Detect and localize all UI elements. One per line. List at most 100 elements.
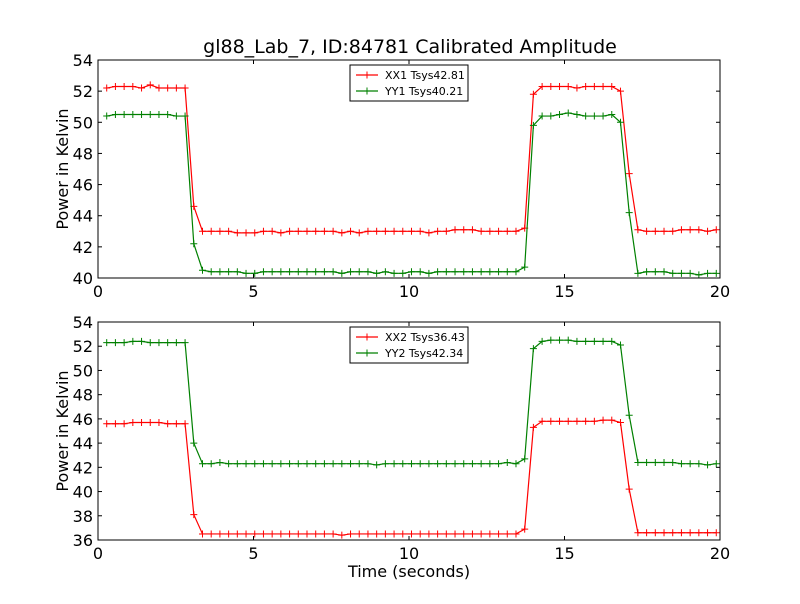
data-point-xx2 (277, 530, 285, 538)
data-point-xx1 (407, 227, 415, 235)
data-point-xx1 (381, 227, 389, 235)
data-point-xx2 (103, 420, 111, 428)
data-point-yy2 (181, 339, 189, 347)
data-point-xx2 (625, 485, 633, 493)
data-point-yy1 (677, 269, 685, 277)
data-point-yy2 (381, 460, 389, 468)
y-tick-label: 54 (73, 313, 93, 332)
data-point-xx1 (294, 227, 302, 235)
data-point-yy2 (190, 439, 198, 447)
data-point-xx1 (216, 227, 224, 235)
data-point-yy2 (277, 460, 285, 468)
data-point-xx1 (599, 82, 607, 90)
data-point-yy1 (686, 269, 694, 277)
data-point-xx1 (425, 229, 433, 237)
data-point-xx1 (442, 227, 450, 235)
data-point-yy2 (294, 460, 302, 468)
y-tick-label: 50 (73, 361, 93, 380)
data-point-yy2 (146, 339, 154, 347)
data-point-yy2 (695, 460, 703, 468)
data-point-yy1 (468, 268, 476, 276)
data-point-yy2 (347, 460, 355, 468)
data-point-xx2 (216, 530, 224, 538)
data-point-yy2 (364, 460, 372, 468)
data-point-xx1 (590, 82, 598, 90)
data-point-yy1 (277, 268, 285, 276)
data-point-xx1 (146, 81, 154, 89)
data-point-yy2 (390, 460, 398, 468)
data-point-yy2 (111, 339, 119, 347)
data-point-xx2 (660, 529, 668, 537)
data-point-xx2 (259, 530, 267, 538)
data-point-yy1 (608, 111, 616, 118)
data-point-yy2 (677, 460, 685, 468)
data-point-yy2 (643, 458, 651, 466)
data-point-xx2 (512, 530, 520, 538)
data-point-xx2 (477, 530, 485, 538)
data-point-xx2 (495, 530, 503, 538)
data-point-xx2 (521, 525, 529, 533)
data-point-yy1 (599, 112, 607, 120)
data-point-xx1 (111, 82, 119, 90)
data-point-yy1 (573, 111, 581, 118)
data-point-yy2 (704, 461, 712, 469)
data-point-yy2 (312, 460, 320, 468)
data-point-yy1 (233, 268, 241, 276)
data-point-xx1 (451, 226, 459, 234)
data-point-xx1 (233, 229, 241, 237)
data-point-yy1 (486, 268, 494, 276)
y-tick-label: 44 (73, 207, 93, 226)
data-point-yy1 (425, 269, 433, 277)
data-point-yy1 (164, 111, 172, 118)
data-point-yy2 (660, 458, 668, 466)
data-point-xx2 (573, 417, 581, 425)
data-point-xx1 (390, 227, 398, 235)
data-point-xx1 (416, 227, 424, 235)
data-point-yy1 (259, 268, 267, 276)
legend-marker (363, 87, 371, 95)
data-point-yy2 (103, 339, 111, 347)
y-tick-label: 48 (73, 144, 93, 163)
data-point-yy1 (547, 112, 555, 120)
y-tick-label: 52 (73, 82, 93, 101)
data-point-xx1 (277, 229, 285, 237)
data-point-yy2 (625, 411, 633, 419)
y-tick-label: 52 (73, 337, 93, 356)
data-point-yy2 (564, 336, 572, 344)
data-point-xx1 (677, 226, 685, 234)
data-point-xx2 (320, 530, 328, 538)
data-point-xx2 (442, 530, 450, 538)
data-point-yy2 (129, 337, 137, 345)
data-point-yy2 (590, 337, 598, 345)
data-point-xx2 (486, 530, 494, 538)
data-point-yy1 (251, 269, 259, 277)
legend: XX1 Tsys42.81 YY1 Tsys40.21 (349, 64, 469, 102)
data-point-yy1 (355, 268, 363, 276)
data-point-yy2 (608, 337, 616, 345)
data-point-yy2 (268, 460, 276, 468)
data-point-xx2 (329, 530, 337, 538)
data-point-yy1 (416, 268, 424, 276)
data-point-yy1 (373, 269, 381, 277)
data-point-yy1 (120, 111, 128, 118)
data-point-yy2 (468, 460, 476, 468)
data-point-xx1 (129, 82, 137, 90)
data-point-yy2 (207, 460, 215, 468)
x-tick-label: 10 (399, 544, 419, 563)
data-point-xx2 (599, 416, 607, 424)
legend-label: YY1 Tsys40.21 (384, 85, 463, 98)
x-tick-label: 20 (710, 544, 730, 563)
data-point-yy1 (172, 112, 180, 120)
data-point-yy2 (407, 460, 415, 468)
data-point-xx1 (712, 226, 720, 234)
y-tick-label: 48 (73, 386, 93, 405)
legend-label: XX2 Tsys36.43 (385, 331, 465, 344)
data-point-xx2 (686, 529, 694, 537)
data-point-yy1 (155, 111, 163, 118)
data-point-yy1 (320, 268, 328, 276)
data-point-yy1 (129, 111, 137, 118)
data-point-yy1 (364, 268, 372, 276)
data-point-yy1 (477, 268, 485, 276)
x-axis-title: Time (seconds) (347, 562, 470, 581)
